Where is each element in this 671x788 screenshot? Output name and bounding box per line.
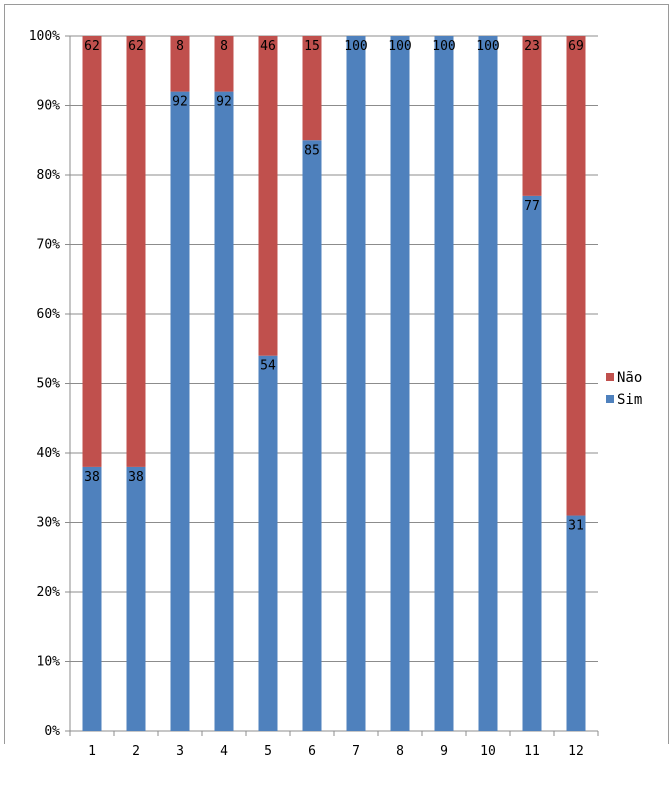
bar-sim-8 [390,36,410,731]
chart-frame [4,4,669,744]
data-label: 62 [128,39,144,54]
y-tick-label: 80% [37,168,61,183]
data-label: 23 [524,39,540,54]
bar-sim-9 [434,36,454,731]
bar-no-11 [522,36,542,196]
bar-sim-7 [346,36,366,731]
y-tick-label: 70% [37,238,61,253]
gridlines [70,35,598,662]
bar-sim-4 [214,91,234,732]
data-label: 100 [476,39,499,54]
y-tick-label: 20% [37,585,61,600]
x-tick-label: 6 [308,744,316,759]
legend-swatch [606,373,614,381]
y-tick-label: 40% [37,446,61,461]
legend: Não Sim [606,370,642,408]
bar-sim-5 [258,355,278,731]
x-tick-label: 4 [220,744,228,759]
data-label: 100 [388,39,411,54]
data-label: 54 [260,359,276,374]
data-label: 46 [260,39,276,54]
x-tick-label: 7 [352,744,360,759]
bar-no-1 [82,36,102,467]
bars [82,36,586,732]
data-label: 69 [568,39,584,54]
x-tick-label: 8 [396,744,404,759]
legend-swatch [606,395,614,403]
y-tick-label: 30% [37,516,61,531]
bar-sim-12 [566,515,586,731]
bar-sim-2 [126,466,146,731]
bar-sim-10 [478,36,498,731]
data-label: 92 [172,95,188,110]
data-label: 100 [344,39,367,54]
data-label: 62 [84,39,100,54]
data-label: 100 [432,39,455,54]
bar-sim-3 [170,91,190,732]
x-tick-label: 9 [440,744,448,759]
data-label: 38 [84,470,100,485]
bar-no-6 [302,36,322,141]
axes: 0%10%20%30%40%50%60%70%80%90%100%1 2 3 4 5 6 7… [29,29,599,759]
data-labels: 38 62 38 62 92 8 92 8 54 46 85 15 100 100 100 100 77 23 31… [84,39,584,534]
y-tick-label: 60% [37,307,61,322]
bar-no-5 [258,36,278,356]
x-tick-label: 5 [264,744,272,759]
data-label: 31 [568,519,584,534]
data-label: 8 [220,39,228,54]
data-label: 77 [524,199,540,214]
data-label: 8 [176,39,184,54]
data-label: 85 [304,143,320,158]
x-tick-label: 12 [568,744,584,759]
legend-label: Sim [617,392,642,408]
data-label: 38 [128,470,144,485]
legend-label: Não [617,370,642,386]
y-tick-label: 90% [37,99,61,114]
x-tick-label: 3 [176,744,184,759]
y-tick-label: 10% [37,655,61,670]
x-tick-label: 1 [88,744,96,759]
y-tick-label: 100% [29,29,60,44]
bar-sim-6 [302,140,322,731]
data-label: 92 [216,95,232,110]
x-tick-label: 10 [480,744,496,759]
y-tick-label: 0% [44,724,60,739]
x-tick-label: 11 [524,744,540,759]
bar-no-4 [214,36,234,92]
bar-no-3 [170,36,190,92]
x-tick-label: 2 [132,744,140,759]
bar-sim-1 [82,466,102,731]
bar-no-12 [566,36,586,516]
y-tick-label: 50% [37,377,61,392]
bar-sim-11 [522,195,542,732]
data-label: 15 [304,39,320,54]
bar-no-2 [126,36,146,467]
